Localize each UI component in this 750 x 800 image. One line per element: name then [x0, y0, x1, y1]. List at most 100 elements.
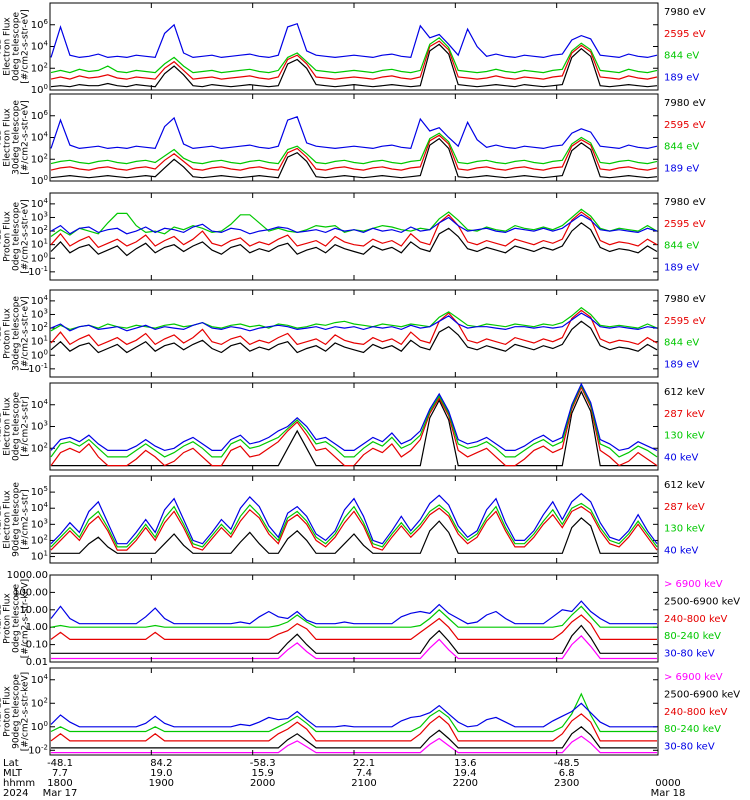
series-line-2 [50, 37, 658, 74]
series-line-0 [50, 320, 658, 354]
series-line-3 [50, 692, 657, 733]
y-axis-label-line: [#/cm2-s-str-eV] [21, 296, 31, 371]
y-axis-label-line: [#/cm2-s-str-eV] [21, 100, 31, 175]
footer-lat-value: 84.2 [150, 758, 172, 769]
footer-hhmm-value: 1900 [149, 778, 174, 789]
footer-hhmm-value: 2200 [453, 778, 478, 789]
y-tick-label: 10-2 [28, 743, 48, 756]
legend-entry: 287 keV [664, 409, 705, 420]
footer-date-value: Mar 18 [651, 788, 686, 799]
footer-row-label: MLT [3, 768, 23, 779]
legend-entry: 130 keV [664, 524, 705, 535]
y-axis-label: TEDElectron Flux0deg telescope[#/cm2-s-s… [0, 9, 31, 84]
y-tick-label: 104 [31, 131, 49, 144]
series-line-1 [51, 624, 657, 654]
y-axis-label-line: Proton Flux [3, 686, 13, 737]
legend-entry: 240-800 keV [664, 614, 728, 625]
y-tick-label: 103 [31, 307, 48, 320]
y-tick-label: 1000.00 [7, 570, 48, 581]
footer-lat-value: 13.6 [454, 758, 476, 769]
y-axis-label: MEPEDElectron Flux90deg telescope[#/cm2-… [0, 482, 31, 557]
legend-entry: 7980 eV [664, 98, 706, 109]
y-axis-label-line: TED [0, 227, 4, 246]
y-axis-label-line: [#/cm2-s-str-eV] [21, 9, 31, 84]
y-axis-label: MEPEDProton Flux90deg telescope[#/cm2-s-… [0, 672, 31, 751]
series-line-1 [50, 309, 658, 347]
y-axis-label-line: [#/cm2-s-str-keV] [21, 672, 31, 751]
y-axis-label-line: TED [0, 37, 4, 56]
y-axis-label: MEPEDElectron Flux0deg telescope[#/cm2-s… [0, 392, 31, 462]
y-tick-label: 102 [31, 321, 48, 334]
footer-hhmm-value: 2100 [351, 778, 376, 789]
legend-entry: 189 eV [664, 262, 699, 273]
legend-entry: 2595 eV [664, 316, 706, 327]
series-line-2 [50, 502, 658, 548]
y-tick-label: 100 [31, 720, 48, 733]
series-line-0 [50, 222, 658, 257]
y-axis-label-line: Electron Flux [3, 490, 13, 549]
y-tick-label: 102 [31, 152, 48, 165]
series-line-3 [50, 605, 657, 628]
legend-entry: 287 keV [664, 502, 705, 513]
series-line-3 [50, 312, 658, 332]
panel-meped-proton-0deg: 1000.00100.0010.001.000.100.01MEPEDProto… [0, 570, 740, 668]
y-axis-label: TEDProton Flux30deg telescope[#/cm2-s-st… [0, 296, 31, 371]
y-tick-label: 0.10 [26, 640, 48, 651]
legend-entry: 7980 eV [664, 7, 706, 18]
y-tick-label: 104 [31, 40, 49, 53]
legend-entry: 2595 eV [664, 120, 706, 131]
y-tick-label: 10-1 [28, 265, 48, 278]
y-tick-label: 105 [31, 485, 48, 498]
footer-lat-value: -58.3 [250, 758, 276, 769]
y-axis-label: TEDProton Flux0deg telescope[#/cm2-s-str… [0, 199, 31, 274]
legend-entry: 2595 eV [664, 219, 706, 230]
y-axis-label-line: 0deg telescope [12, 392, 22, 462]
legend-entry: 844 eV [664, 241, 699, 252]
y-tick-label: 0.01 [26, 657, 48, 668]
series-line-2 [50, 614, 657, 641]
y-tick-label: 103 [31, 517, 48, 530]
y-axis-label-line: MEPED [0, 411, 4, 443]
y-tick-label: 100 [31, 83, 48, 96]
legend-entry: 844 eV [664, 338, 699, 349]
footer-hhmm-value: 2300 [554, 778, 579, 789]
series-line-3 [50, 116, 658, 150]
y-axis-label-line: [#/cm2-s-str] [21, 489, 31, 549]
panel-frame [49, 574, 659, 663]
y-tick-label: 103 [31, 210, 48, 223]
legend-entry: 7980 eV [664, 294, 706, 305]
footer-mlt-value: 15.9 [252, 768, 274, 779]
series-line-1 [50, 40, 658, 80]
y-tick-label: 104 [31, 501, 49, 514]
legend-entry: 844 eV [664, 51, 699, 62]
legend-entry: 80-240 keV [664, 724, 721, 735]
y-axis-label-line: 90deg telescope [12, 674, 22, 749]
series-line-2 [50, 306, 658, 332]
footer-hhmm-value: 1800 [47, 778, 72, 789]
y-axis-label-line: [#/cm2-s-str-eV] [21, 199, 31, 274]
legend-entry: 240-800 keV [664, 707, 728, 718]
series-line-3 [50, 22, 658, 59]
legend-entry: 844 eV [664, 142, 699, 153]
y-axis-label-line: [#/cm2-s-str] [21, 396, 31, 456]
y-axis-label: TEDElectron Flux30deg telescope[#/cm2-s-… [0, 100, 31, 175]
series-line-3 [50, 492, 658, 545]
footer-row-label: Lat [3, 758, 19, 769]
footer-row-label: 2024 [3, 788, 28, 799]
legend-entry: 612 keV [664, 480, 705, 491]
y-tick-label: 106 [31, 18, 49, 31]
y-axis-label-line: Proton Flux [3, 308, 13, 359]
y-tick-label: 104 [31, 294, 49, 307]
y-tick-label: 101 [31, 550, 48, 563]
series-line-1 [50, 134, 658, 171]
y-tick-label: 104 [31, 197, 49, 210]
legend-entry: 30-80 keV [664, 649, 715, 660]
legend-entry: 7980 eV [664, 197, 706, 208]
y-tick-label: 102 [31, 696, 48, 709]
y-axis-label-line: 30deg telescope [12, 296, 22, 371]
y-tick-label: 1.00 [26, 622, 48, 633]
y-axis-label-line: 30deg telescope [12, 100, 22, 175]
y-tick-label: 103 [31, 420, 48, 433]
